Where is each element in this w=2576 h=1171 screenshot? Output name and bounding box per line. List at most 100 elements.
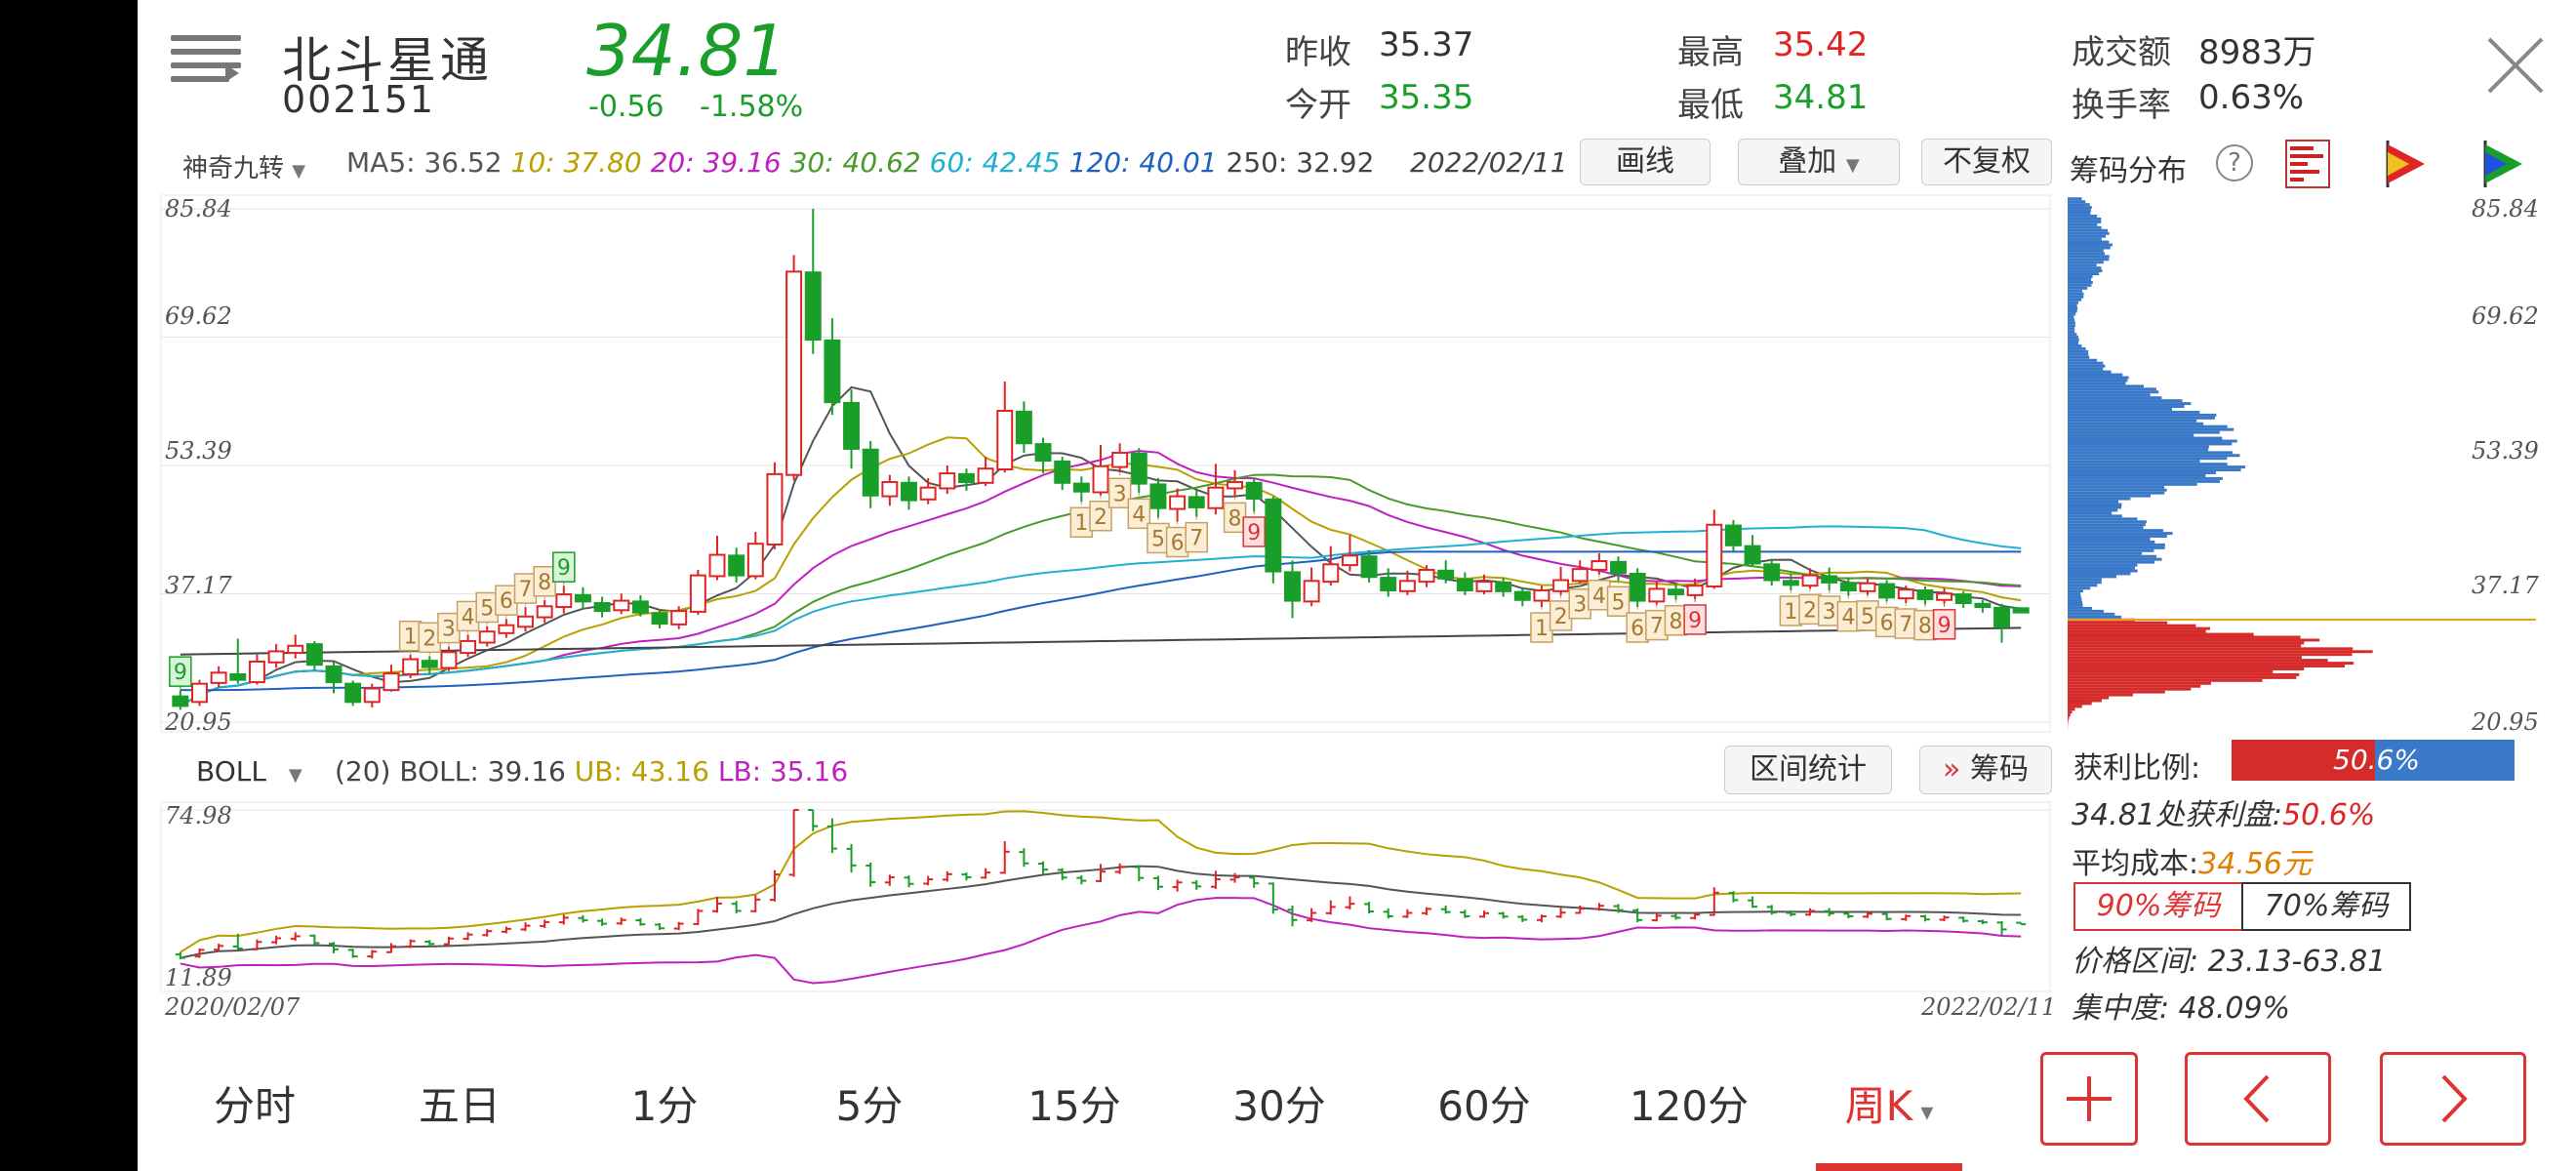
chip-bar [2068, 307, 2077, 310]
ohlc-tick [1076, 875, 1086, 884]
chip-bar [2068, 460, 2200, 463]
svg-text:5: 5 [1151, 527, 1165, 551]
high-label: 最高 [1677, 25, 1744, 73]
chip-bar [2068, 638, 2319, 641]
profit-ratio-label: 获利比例: [2073, 744, 2200, 787]
nine-turn-marker: 6 [496, 586, 517, 619]
tab-0[interactable]: 分时 [186, 1073, 323, 1133]
adjust-button[interactable]: 不复权 [1921, 139, 2052, 185]
chip-bar [2068, 570, 2138, 573]
chips-button[interactable]: » 筹码 [1919, 746, 2052, 794]
chip-bar [2068, 670, 2273, 673]
ohlc-tick [1153, 876, 1163, 891]
main-axis-tick-4: 20.95 [165, 708, 232, 736]
candle [1534, 586, 1549, 607]
chip-bar [2068, 362, 2103, 365]
chip-bar [2068, 423, 2203, 425]
close-icon[interactable] [2485, 35, 2546, 96]
chip-bar [2068, 489, 2167, 492]
chip-bar [2068, 544, 2165, 546]
candle [882, 475, 897, 506]
tab-6[interactable]: 60分 [1416, 1073, 1552, 1133]
overlay-button[interactable]: 叠加 ▼ [1738, 139, 1900, 185]
ohlc-tick [885, 874, 895, 885]
boll-ohlc-ticks [176, 810, 2026, 959]
nine-turn-marker: 5 [1857, 595, 1878, 630]
ohlc-tick [808, 810, 818, 831]
candle [729, 547, 744, 583]
chip-bar [2068, 428, 2234, 431]
candle [825, 318, 839, 415]
chevron-down-icon: ▼ [289, 765, 302, 786]
profit-ratio-value: 50.6% [2333, 744, 2420, 776]
candle [345, 680, 360, 706]
svg-text:8: 8 [1669, 610, 1682, 634]
ohlc-tick [1920, 915, 1930, 922]
nine-turn-marker: 4 [1128, 493, 1149, 528]
indicator-selector[interactable]: 神奇九转 ▼ [182, 148, 305, 184]
candle [212, 666, 226, 688]
stock-chart-app: 北斗星通 002151 34.81 -0.56 -1.58% 昨收 35.37 … [138, 0, 2576, 1171]
ohlc-tick [1384, 909, 1393, 918]
main-axis-tick-3: 37.17 [165, 572, 232, 599]
chip-bars-icon[interactable] [2284, 139, 2331, 189]
open-value: 35.35 [1379, 78, 1473, 117]
chip-bar [2068, 471, 2216, 474]
chip-bar [2068, 584, 2097, 586]
chip-bar [2068, 662, 2354, 665]
nine-turn-marker: 2 [419, 623, 440, 656]
range-stats-button[interactable]: 区间统计 [1724, 746, 1892, 794]
chip-bar [2068, 575, 2116, 578]
ohlc-tick [827, 819, 837, 854]
tab-8[interactable]: 周K ▾ [1816, 1073, 1962, 1133]
boll-frame [161, 802, 2050, 991]
ohlc-tick [176, 952, 185, 959]
tab-3[interactable]: 5分 [801, 1073, 938, 1133]
chip-bar [2068, 278, 2091, 281]
tab-chips-90[interactable]: 90%筹码 [2073, 882, 2243, 931]
chevron-down-icon: ▼ [292, 161, 305, 182]
chip-bar [2068, 581, 2102, 584]
candle [1879, 580, 1894, 601]
prev-button[interactable] [2185, 1052, 2331, 1146]
boll-selector[interactable]: BOLL ▼ [196, 755, 302, 787]
chip-bar [2068, 564, 2138, 567]
svg-text:7: 7 [1899, 613, 1912, 637]
chip-bar [2068, 232, 2110, 235]
chip-bar [2068, 353, 2088, 356]
chip-bar [2068, 293, 2083, 296]
tab-5[interactable]: 30分 [1211, 1073, 1348, 1133]
tab-1[interactable]: 五日 [391, 1073, 528, 1133]
ohlc-tick [617, 917, 626, 925]
svg-text:2: 2 [423, 626, 436, 651]
svg-text:4: 4 [462, 605, 475, 629]
ohlc-tick [329, 942, 339, 953]
draw-button[interactable]: 画线 [1580, 139, 1711, 185]
flag-red-icon[interactable] [2382, 139, 2429, 189]
nine-turn-marker: 5 [1608, 581, 1630, 616]
chip-bar [2068, 235, 2106, 238]
chip-bar [2068, 707, 2074, 710]
flag-green-icon[interactable] [2479, 139, 2526, 189]
chip-bar [2068, 226, 2102, 229]
tab-2[interactable]: 1分 [596, 1073, 733, 1133]
candle [1228, 470, 1242, 498]
chip-bar [2068, 622, 2167, 625]
tab-4[interactable]: 15分 [1006, 1073, 1143, 1133]
chip-bar [2068, 356, 2089, 359]
next-button[interactable] [2380, 1052, 2526, 1146]
tab-chips-70[interactable]: 70%筹码 [2241, 882, 2411, 931]
price-range: 价格区间: 23.13-63.81 [2072, 937, 2386, 980]
chip-bar [2068, 647, 2353, 650]
zoom-in-button[interactable] [2040, 1052, 2138, 1146]
low-value: 34.81 [1773, 78, 1868, 117]
chip-bar [2068, 387, 2156, 390]
chip-bar [2068, 333, 2076, 336]
tab-7[interactable]: 120分 [1621, 1073, 1757, 1133]
boll-chart[interactable] [138, 798, 2089, 993]
menu-icon[interactable] [171, 35, 241, 94]
main-axis-tick-2: 53.39 [165, 437, 232, 464]
nine-turn-marker: 3 [438, 614, 460, 647]
help-icon[interactable]: ? [2216, 144, 2253, 182]
